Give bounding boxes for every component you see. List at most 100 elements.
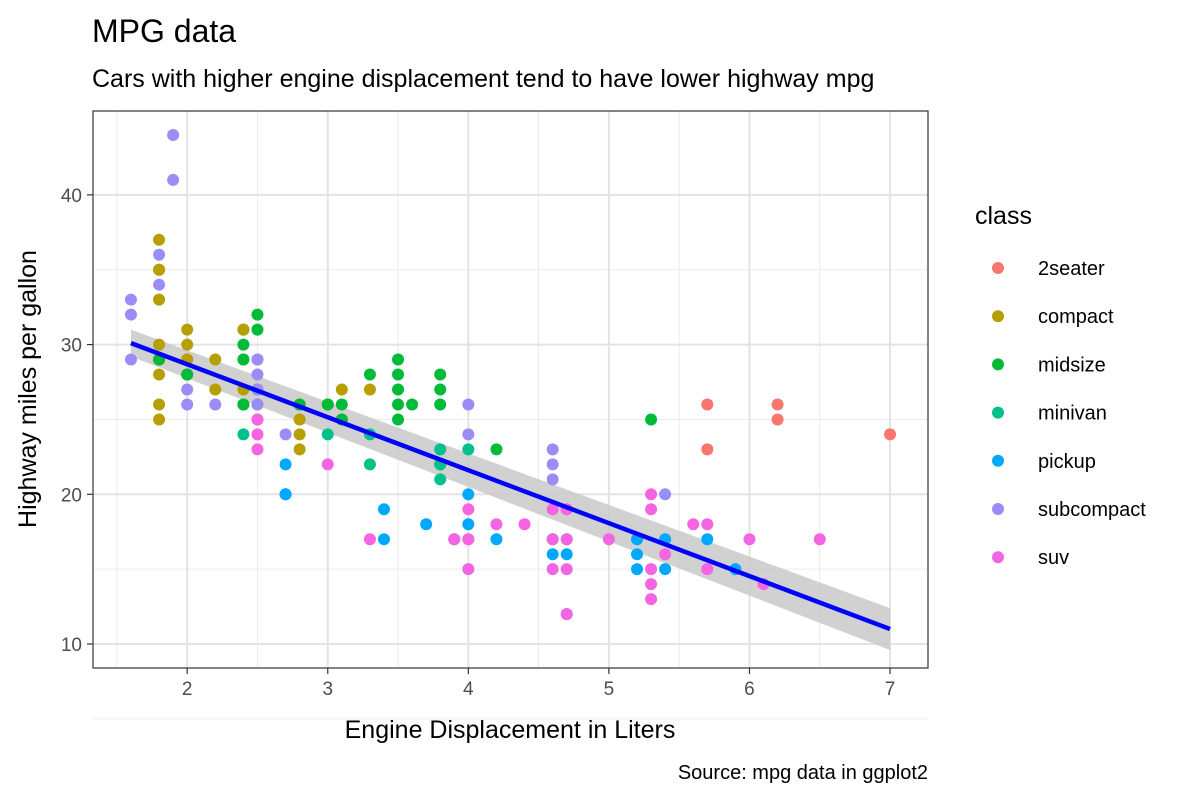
legend-item-minivan: minivan [992,403,1107,425]
data-point [392,353,405,366]
legend-label: 2seater [1038,258,1105,280]
data-point [181,323,194,336]
series-compact [153,233,376,456]
data-point [546,473,559,486]
data-point [462,503,475,516]
data-point [251,323,264,336]
data-point [546,458,559,471]
data-point [251,368,264,381]
data-point [448,533,461,546]
data-point [659,548,672,561]
data-point [153,338,166,351]
confidence-band-layer [130,329,891,651]
data-point [546,563,559,576]
legend-label: compact [1038,306,1114,328]
data-point [237,398,250,411]
data-point [237,323,250,336]
legend-key [992,454,1004,467]
legend-label: subcompact [1038,499,1146,521]
legend-label: pickup [1038,451,1096,473]
data-point [420,518,433,531]
data-point [209,398,222,411]
legend-label: midsize [1038,354,1106,376]
data-point [462,533,475,546]
data-point [181,398,194,411]
legend-label: suv [1038,547,1069,569]
data-point [560,563,573,576]
trend-line-layer [130,340,891,632]
data-point [392,413,405,426]
legend: class 2seater compact midsize minivan pickup… [975,202,1146,569]
legend-key [992,310,1004,323]
legend-key [992,358,1004,371]
data-point [701,443,714,456]
data-point [701,563,714,576]
data-point [321,428,334,441]
data-point [181,338,194,351]
data-point [546,533,559,546]
x-tick-label: 7 [885,679,896,700]
series-2seater [701,398,897,456]
legend-key [992,406,1004,419]
plot-area [92,110,929,720]
data-point [153,248,166,261]
legend-item-subcompact: subcompact [992,499,1146,521]
data-point [645,563,658,576]
data-point [392,368,405,381]
data-point [167,173,180,186]
data-point [659,563,672,576]
data-point [518,518,531,531]
data-point [490,518,503,531]
data-point [153,233,166,246]
x-tick-label: 3 [322,679,333,700]
chart-caption: Source: mpg data in ggplot2 [678,762,928,784]
data-point [153,368,166,381]
legend-title: class [975,202,1032,230]
data-point [153,413,166,426]
data-point [560,608,573,621]
data-point [321,458,334,471]
data-point [153,398,166,411]
x-tick-label: 6 [744,679,755,700]
legend-item-2seater: 2seater [992,258,1105,280]
data-point [462,428,475,441]
plot-border [92,110,929,669]
data-point [251,443,264,456]
data-point [279,428,292,441]
data-point [153,278,166,291]
data-point [546,443,559,456]
x-axis: 2 3 4 5 6 7 [182,668,895,700]
data-point [209,383,222,396]
data-point [813,533,826,546]
data-point [363,533,376,546]
y-tick-label: 20 [61,485,82,506]
legend-item-suv: suv [992,547,1069,569]
data-point [153,293,166,306]
data-point [251,308,264,321]
data-point [251,398,264,411]
data-point [701,533,714,546]
data-point [462,443,475,456]
data-point [392,383,405,396]
legend-key [992,551,1004,564]
data-point [293,428,306,441]
legend-key [992,262,1004,274]
data-point [124,308,137,321]
confidence-band [130,329,891,651]
data-point [335,398,348,411]
data-point [279,488,292,501]
data-point [124,353,137,366]
x-axis-label: Engine Displacement in Liters [345,716,676,744]
data-point [434,473,447,486]
data-point [490,443,503,456]
data-point [645,488,658,501]
data-point [434,398,447,411]
data-point [771,398,784,411]
data-point [321,398,334,411]
data-point [701,518,714,531]
data-point [406,398,419,411]
data-point [363,458,376,471]
data-point [659,488,672,501]
data-point [335,383,348,396]
data-point [181,383,194,396]
